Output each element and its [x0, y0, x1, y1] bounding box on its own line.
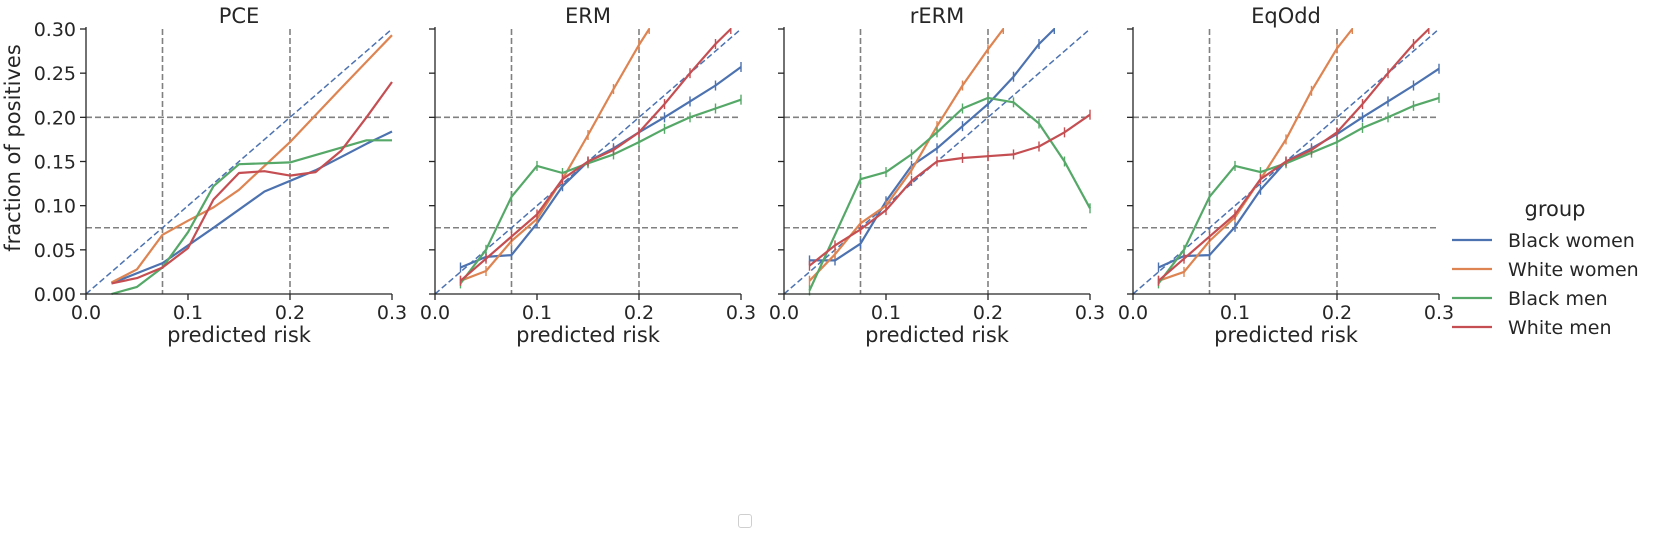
x-tick-label: 0.1 — [522, 302, 552, 324]
legend-label-black-men: Black men — [1508, 288, 1608, 310]
series-line-black-women — [111, 130, 393, 285]
x-axis-label: predicted risk — [516, 323, 661, 347]
x-tick-label: 0.2 — [624, 302, 654, 324]
panel-title: PCE — [219, 4, 260, 28]
y-tick-label: 0.10 — [34, 196, 76, 218]
legend-label-white-women: White women — [1508, 259, 1639, 281]
series-line-black-men — [111, 139, 392, 296]
series-line-white-men — [808, 113, 1091, 267]
x-axis-label: predicted risk — [167, 323, 312, 347]
panel-title: EqOdd — [1251, 4, 1321, 28]
x-tick-label: 0.2 — [275, 302, 305, 324]
x-tick-label: 0.3 — [726, 302, 756, 324]
series-line-black-men — [1157, 96, 1440, 285]
series-line-black-women — [1158, 67, 1440, 269]
x-tick-label: 0.2 — [1322, 302, 1352, 324]
legend-label-white-men: White men — [1508, 317, 1612, 339]
y-tick-label: 0.20 — [34, 107, 76, 129]
y-tick-label: 0.30 — [34, 19, 76, 41]
panel-pce: 0.00 0.05 0.10 0.15 0.20 0.25 0.30 0.0 0.1 0.2 0.3… — [34, 4, 407, 347]
panel-eqodd: 0.0 0.1 0.2 0.3 predicted risk EqOdd — [1118, 4, 1454, 347]
toggle-checkbox[interactable] — [738, 514, 752, 528]
series-group — [808, 28, 1091, 296]
series-line-black-men — [459, 98, 742, 285]
legend-label-black-women: Black women — [1508, 230, 1635, 252]
x-tick-label: 0.1 — [173, 302, 203, 324]
series-line-white-women — [110, 34, 393, 284]
x-tick-label: 0.1 — [871, 302, 901, 324]
y-tick-label: 0.00 — [34, 284, 76, 306]
x-axis-label: predicted risk — [865, 323, 1010, 347]
y-tick-label: 0.05 — [34, 240, 76, 262]
perfect-calibration-line — [85, 28, 393, 295]
series-line-white-men — [459, 28, 732, 282]
panels: 0.00 0.05 0.10 0.15 0.20 0.25 0.30 0.0 0.1 0.2 0.3… — [34, 4, 1454, 347]
legend-title: group — [1525, 197, 1586, 221]
x-tick-label: 0.3 — [1075, 302, 1105, 324]
y-axis-label: fraction of positives — [1, 44, 25, 252]
y-tick-label: 0.25 — [34, 63, 76, 85]
x-tick-label: 0.0 — [71, 302, 101, 324]
series-line-black-men — [808, 96, 1091, 291]
y-tick-label: 0.15 — [34, 152, 76, 174]
panel-rerm: 0.0 0.1 0.2 0.3 predicted risk rERM — [769, 4, 1105, 347]
panel-erm: 0.0 0.1 0.2 0.3 predicted risk ERM — [420, 4, 756, 347]
series-line-black-women — [809, 28, 1056, 262]
panel-title: ERM — [565, 4, 611, 28]
series-group — [110, 34, 393, 296]
x-axis-label: predicted risk — [1214, 323, 1359, 347]
x-tick-label: 0.2 — [973, 302, 1003, 324]
legend-items: Black women White women Black men White men — [1452, 230, 1639, 339]
x-tick-label: 0.0 — [420, 302, 450, 324]
legend: group Black women White women Black men Whi… — [1452, 197, 1639, 339]
series-group — [1157, 28, 1440, 289]
series-line-black-women — [460, 66, 742, 269]
series-line-white-men — [111, 81, 393, 285]
x-tick-label: 0.0 — [769, 302, 799, 324]
panel-title: rERM — [910, 4, 965, 28]
x-tick-label: 0.3 — [377, 302, 407, 324]
series-group — [459, 28, 742, 289]
x-tick-label: 0.1 — [1220, 302, 1250, 324]
x-tick-label: 0.3 — [1424, 302, 1454, 324]
series-line-white-men — [1157, 28, 1430, 282]
x-tick-label: 0.0 — [1118, 302, 1148, 324]
